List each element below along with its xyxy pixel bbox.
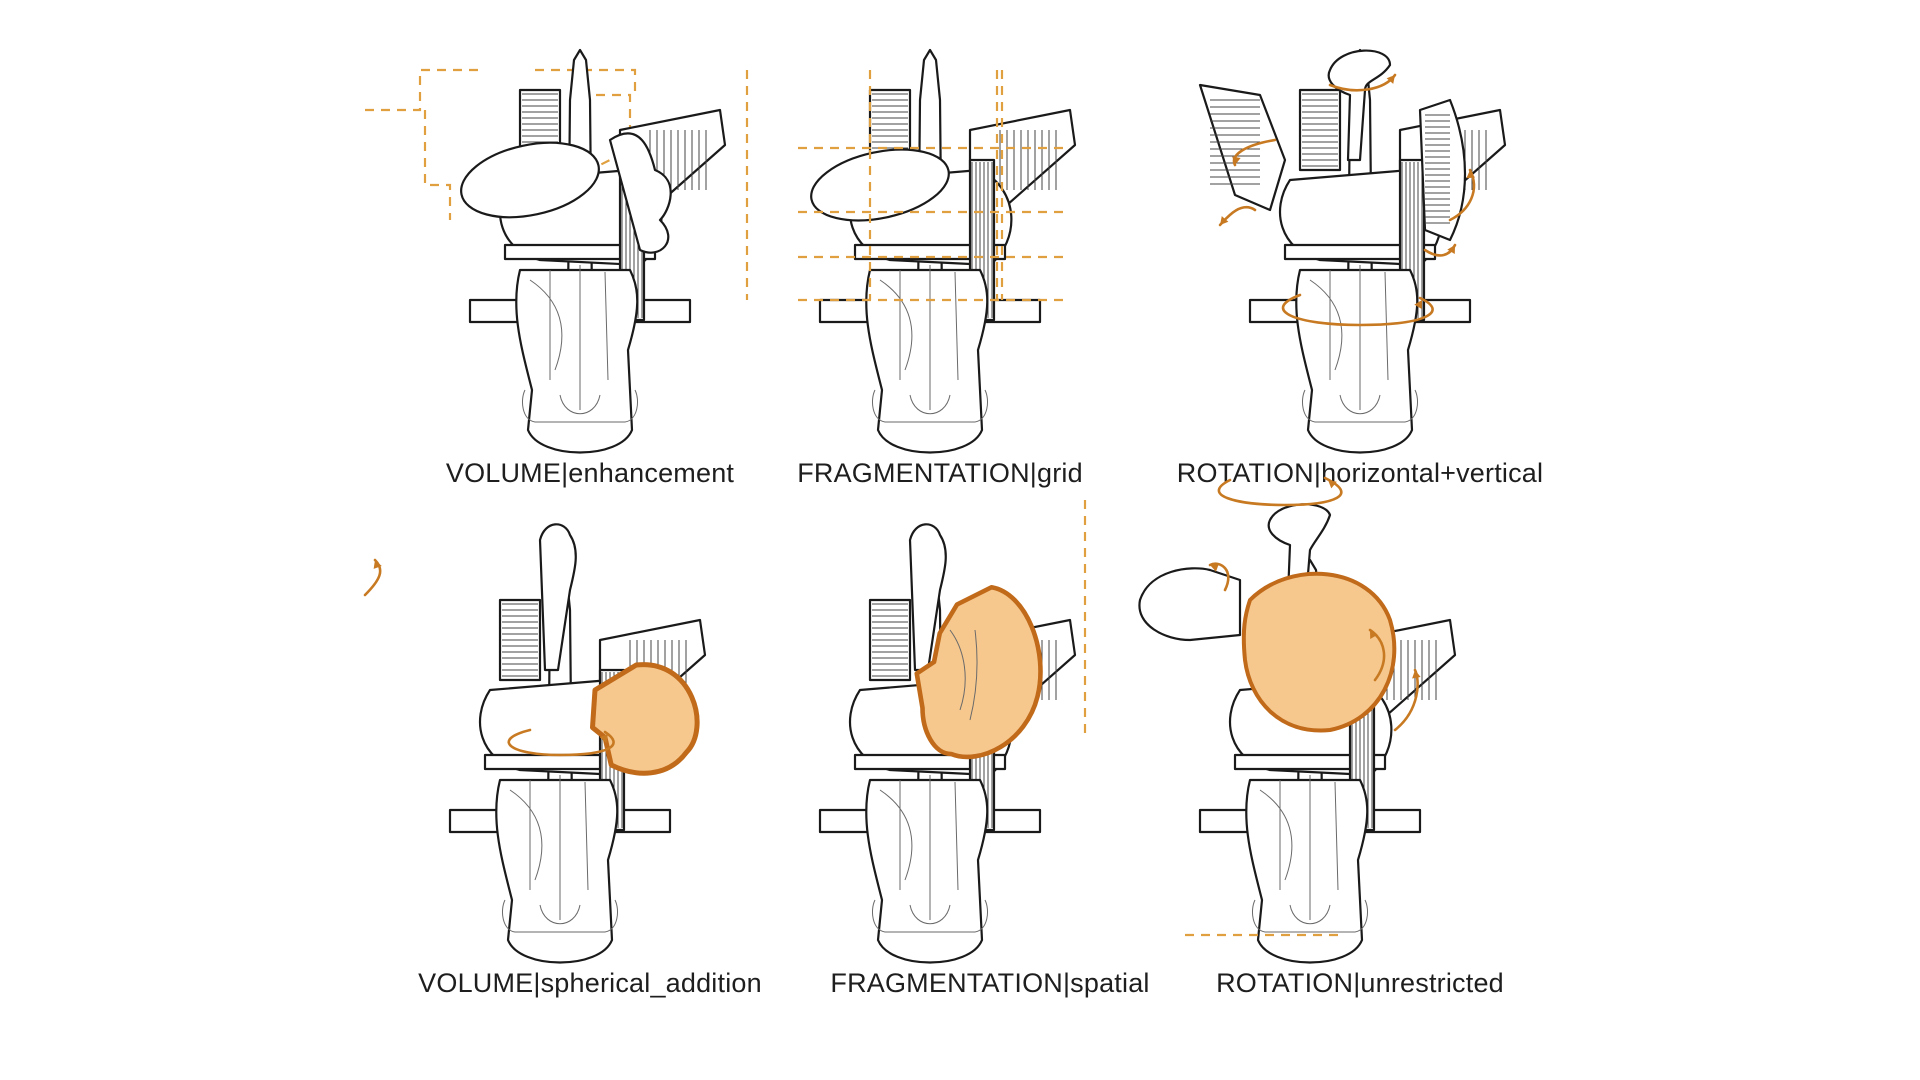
head [538,523,577,672]
arrowhead [1232,156,1241,165]
sculpture-drawing [365,48,727,454]
arrowhead [373,560,382,569]
sphere-addition [590,662,700,776]
sphere-rotation [1241,571,1397,733]
fragment-volume [914,584,1043,760]
base-curve [1339,394,1381,415]
drape [1259,789,1293,881]
lower-body [1295,268,1419,454]
panel-caption: VOLUME|enhancement [445,458,735,488]
hatching [621,162,643,318]
hatching [872,603,908,677]
panel-rotation-unrestricted: ROTATION|unrestricted [1138,476,1570,1020]
base-roll [872,899,988,933]
inner-lines [899,265,959,410]
drape [879,789,913,881]
panel-fragmentation-spatial: FRAGMENTATION|spatial [780,500,1200,1020]
base-roll [522,389,638,423]
arrowhead [1210,563,1219,572]
fragment-detail [949,629,978,721]
fin [608,132,672,254]
arrowhead [599,734,608,743]
lower-body [865,778,989,964]
beam [853,243,1007,261]
horizontal-rotation-arrow [507,728,615,757]
arrowhead [1466,170,1475,179]
panel-volume-spherical-addition: VOLUME|spherical_addition [363,523,800,1020]
panel-rotation-horizontal-vertical: ROTATION|horizontal+vertical [1150,48,1570,510]
base-curve [1289,904,1331,925]
arrowhead [1414,300,1422,309]
arrowhead [1386,75,1395,84]
hatching [1302,93,1338,167]
horizontal-rotation-arrow [1281,293,1434,327]
panel-caption: VOLUME|spherical_addition [418,968,762,998]
sculpture-drawing [1198,48,1507,454]
head [908,523,947,672]
inner-lines [549,265,609,410]
dashed-envelope [365,68,637,171]
beam [1233,753,1387,771]
lower-body [515,268,639,454]
panel-caption: FRAGMENTATION|grid [797,458,1083,488]
base-curve [909,394,951,415]
inner-lines [899,775,959,920]
base-roll [1302,389,1418,423]
base-curve [559,394,601,415]
beam [1283,243,1437,261]
sculpture-drawing [818,500,1087,964]
lower-body [1245,778,1369,964]
arrowhead [1328,480,1337,489]
sculpture-drawing [1138,476,1457,964]
arrowhead [1412,670,1421,679]
base-curve [909,904,951,925]
inner-lines [529,775,589,920]
arrowhead [1447,245,1455,254]
drape [529,279,563,371]
hatching [971,162,993,318]
base-roll [872,389,988,423]
wing [460,141,600,219]
base-curve [539,904,581,925]
drape [1309,279,1343,371]
drape [509,789,543,881]
left-wing [1138,567,1242,642]
hatching [1351,672,1373,828]
panel-volume-enhancement: VOLUME|enhancement [365,48,800,510]
panel-fragmentation-grid: FRAGMENTATION|grid [730,48,1150,510]
vertical-rotation-arrow [1217,476,1343,507]
arrowhead [1220,216,1229,225]
lower-body [865,268,989,454]
base-roll [502,899,618,933]
hatching [1401,162,1423,318]
drape [879,279,913,371]
sculpture-drawing [745,48,1077,454]
hatching [1425,114,1450,224]
panel-caption: ROTATION|unrestricted [1216,968,1504,998]
wing [810,148,950,222]
panel-caption: ROTATION|horizontal+vertical [1176,458,1544,488]
base-roll [1252,899,1368,933]
hatching [502,603,538,677]
lower-body [495,778,619,964]
left-wing [1198,83,1287,212]
rotation-arrow [1208,562,1230,592]
sculpture-drawing [363,523,707,964]
inner-lines [1279,775,1339,920]
arrowhead [1370,630,1378,639]
hatching [999,130,1057,190]
panel-caption: FRAGMENTATION|spatial [830,968,1150,998]
